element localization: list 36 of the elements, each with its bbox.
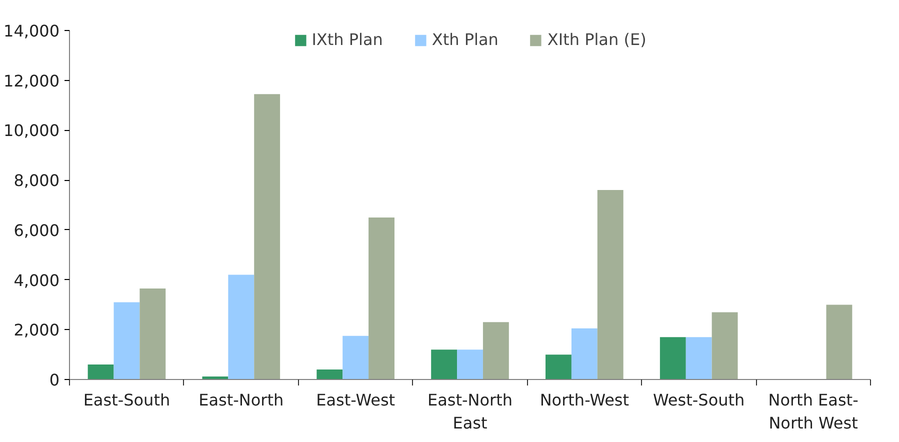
legend-label: Xth Plan (432, 30, 498, 49)
bar (826, 304, 852, 380)
bar (546, 354, 572, 380)
y-tick-label: 14,000 (4, 22, 60, 40)
bar (660, 337, 686, 380)
x-tick-label: North East-North West (768, 390, 858, 432)
y-tick-label: 6,000 (14, 220, 60, 240)
y-tick-label: 0 (49, 370, 60, 390)
bar (342, 336, 369, 380)
bar (228, 274, 254, 380)
x-tick-label: North-West (540, 390, 630, 410)
bar (114, 302, 140, 380)
bar (254, 94, 280, 380)
y-tick-label: 8,000 (14, 171, 60, 190)
x-tick-label: East-North East (427, 390, 513, 432)
bar (88, 364, 114, 380)
legend-label: IXth Plan (312, 30, 383, 49)
bar (140, 288, 166, 380)
y-tick-label: 4,000 (14, 270, 60, 290)
y-tick-label: 10,000 (4, 121, 60, 140)
x-tick-label: West-South (653, 390, 745, 410)
bar (316, 370, 343, 380)
bar (457, 350, 483, 380)
x-tick-label: East-West (316, 390, 396, 410)
x-tick-label: East-North (198, 390, 284, 410)
bar (686, 337, 712, 380)
bar (482, 322, 509, 380)
bar (712, 312, 738, 380)
bar (597, 190, 624, 380)
y-tick-label: 2,000 (14, 320, 60, 340)
bar (571, 328, 598, 380)
y-tick-label: 12,000 (4, 71, 60, 90)
legend-label: XIth Plan (E) (547, 30, 646, 49)
x-tick-label: East-South (83, 390, 170, 410)
bar (431, 350, 458, 380)
bar (368, 217, 394, 380)
